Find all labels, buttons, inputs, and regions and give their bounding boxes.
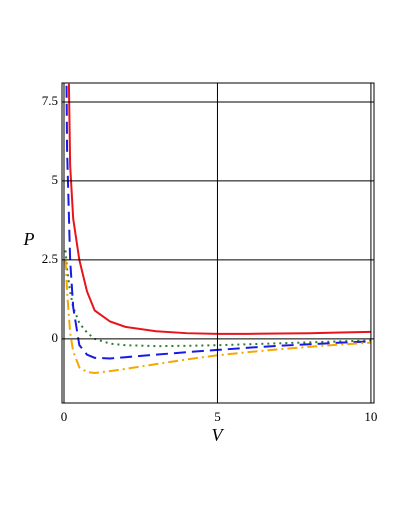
y-axis-label: P	[23, 229, 35, 249]
plot-area	[64, 83, 371, 374]
x-tick-label: 10	[364, 409, 377, 424]
y-tick-label: 2.5	[42, 251, 58, 266]
series-line	[65, 83, 371, 360]
x-axis-label: V	[212, 425, 225, 445]
y-tick-label: 5	[52, 172, 59, 187]
y-tick-label: 7.5	[42, 93, 58, 108]
x-tick-label: 0	[61, 409, 68, 424]
y-tick-label: 0	[52, 330, 59, 345]
plot-frame	[61, 82, 375, 404]
x-tick-label: 5	[214, 409, 221, 424]
series-line	[64, 250, 371, 348]
series-line	[67, 83, 371, 335]
series-line	[64, 259, 371, 374]
